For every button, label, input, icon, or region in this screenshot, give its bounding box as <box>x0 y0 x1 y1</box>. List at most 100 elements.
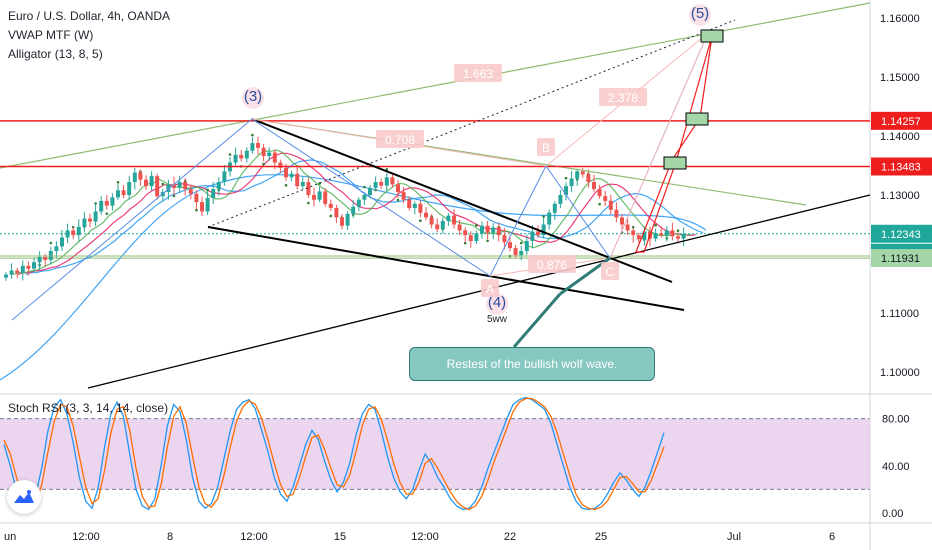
candle[interactable] <box>552 201 557 220</box>
candle[interactable] <box>144 175 148 191</box>
candle[interactable] <box>239 150 244 162</box>
candle[interactable] <box>463 227 468 243</box>
candle[interactable] <box>407 196 412 211</box>
candle[interactable] <box>205 190 210 216</box>
candle[interactable] <box>603 190 608 206</box>
candle[interactable] <box>608 194 613 215</box>
candle[interactable] <box>323 187 328 207</box>
tradingview-logo-icon[interactable] <box>7 480 41 514</box>
candle[interactable] <box>76 219 81 242</box>
candle[interactable] <box>15 267 20 279</box>
candle[interactable] <box>166 179 171 200</box>
candle[interactable] <box>172 176 176 196</box>
candle[interactable] <box>121 184 126 199</box>
candle[interactable] <box>418 200 423 218</box>
candle[interactable] <box>99 196 104 215</box>
stoch-rsi-label[interactable]: Stoch RSI (3, 3, 14, 14, close) <box>8 401 169 415</box>
candle[interactable] <box>183 178 188 196</box>
candle[interactable] <box>373 176 378 191</box>
candle[interactable] <box>188 184 193 200</box>
candle[interactable] <box>194 190 199 210</box>
candle[interactable] <box>524 234 529 255</box>
candle[interactable] <box>93 204 98 227</box>
candle[interactable] <box>233 147 238 166</box>
candle[interactable] <box>625 218 630 235</box>
candle[interactable] <box>659 226 664 238</box>
candle[interactable] <box>558 190 563 209</box>
candle[interactable] <box>452 209 456 229</box>
candle[interactable] <box>138 169 143 186</box>
candle[interactable] <box>177 175 182 193</box>
candle[interactable] <box>480 221 484 239</box>
candle[interactable] <box>547 209 552 230</box>
candle[interactable] <box>267 147 272 161</box>
candle[interactable] <box>519 245 524 261</box>
candle[interactable] <box>564 182 568 201</box>
candle[interactable] <box>496 222 501 242</box>
vwap-indicator-label[interactable]: VWAP MTF (W) <box>8 28 94 42</box>
candle[interactable] <box>334 204 339 223</box>
candle[interactable] <box>569 171 574 193</box>
candle[interactable] <box>412 201 417 215</box>
candle[interactable] <box>110 193 115 211</box>
candle[interactable] <box>362 192 367 205</box>
candle[interactable] <box>631 227 636 243</box>
candle[interactable] <box>155 173 160 200</box>
candle[interactable] <box>597 184 602 199</box>
chart-title[interactable]: Euro / U.S. Dollar, 4h, OANDA <box>8 9 171 23</box>
candle[interactable] <box>586 169 591 188</box>
candle[interactable] <box>88 213 92 228</box>
candle[interactable] <box>116 183 120 200</box>
candle[interactable] <box>670 222 675 241</box>
candle[interactable] <box>502 227 507 250</box>
candle[interactable] <box>379 178 384 189</box>
candle[interactable] <box>244 147 249 163</box>
candle[interactable] <box>440 217 445 234</box>
candle[interactable] <box>295 167 300 190</box>
candle[interactable] <box>351 200 356 218</box>
candle[interactable] <box>429 214 434 229</box>
candle[interactable] <box>200 196 204 217</box>
candle[interactable] <box>312 188 316 207</box>
candle[interactable] <box>664 225 669 242</box>
candle[interactable] <box>536 225 540 238</box>
candle[interactable] <box>132 167 137 190</box>
candle[interactable] <box>65 223 70 244</box>
candle[interactable] <box>457 219 462 236</box>
candle[interactable] <box>508 235 512 252</box>
candle[interactable] <box>530 225 535 249</box>
candle[interactable] <box>256 136 260 155</box>
candle[interactable] <box>60 229 64 251</box>
candle[interactable] <box>468 231 473 248</box>
candle[interactable] <box>317 186 322 203</box>
candle[interactable] <box>250 137 255 154</box>
candle[interactable] <box>356 197 361 212</box>
candle[interactable] <box>681 227 686 246</box>
candle[interactable] <box>491 223 496 240</box>
candle[interactable] <box>211 181 216 204</box>
candle[interactable] <box>37 251 42 270</box>
candle[interactable] <box>390 173 395 188</box>
candle[interactable] <box>592 174 596 192</box>
candle[interactable] <box>636 232 641 244</box>
candle[interactable] <box>384 172 389 192</box>
candle[interactable] <box>71 227 76 240</box>
candle[interactable] <box>340 214 344 230</box>
candle[interactable] <box>614 202 619 223</box>
candle[interactable] <box>653 228 658 242</box>
candle[interactable] <box>676 232 680 243</box>
candle[interactable] <box>485 220 490 240</box>
candle[interactable] <box>222 164 227 186</box>
candle[interactable] <box>541 217 546 239</box>
candle[interactable] <box>620 213 624 232</box>
candle[interactable] <box>306 177 311 198</box>
candle[interactable] <box>474 230 479 245</box>
candle[interactable] <box>300 176 305 190</box>
candle[interactable] <box>345 211 350 231</box>
candle[interactable] <box>446 213 451 226</box>
alligator-indicator-label[interactable]: Alligator (13, 8, 5) <box>8 47 103 61</box>
candle[interactable] <box>32 257 36 273</box>
candle[interactable] <box>149 171 154 191</box>
candle[interactable] <box>127 176 132 200</box>
